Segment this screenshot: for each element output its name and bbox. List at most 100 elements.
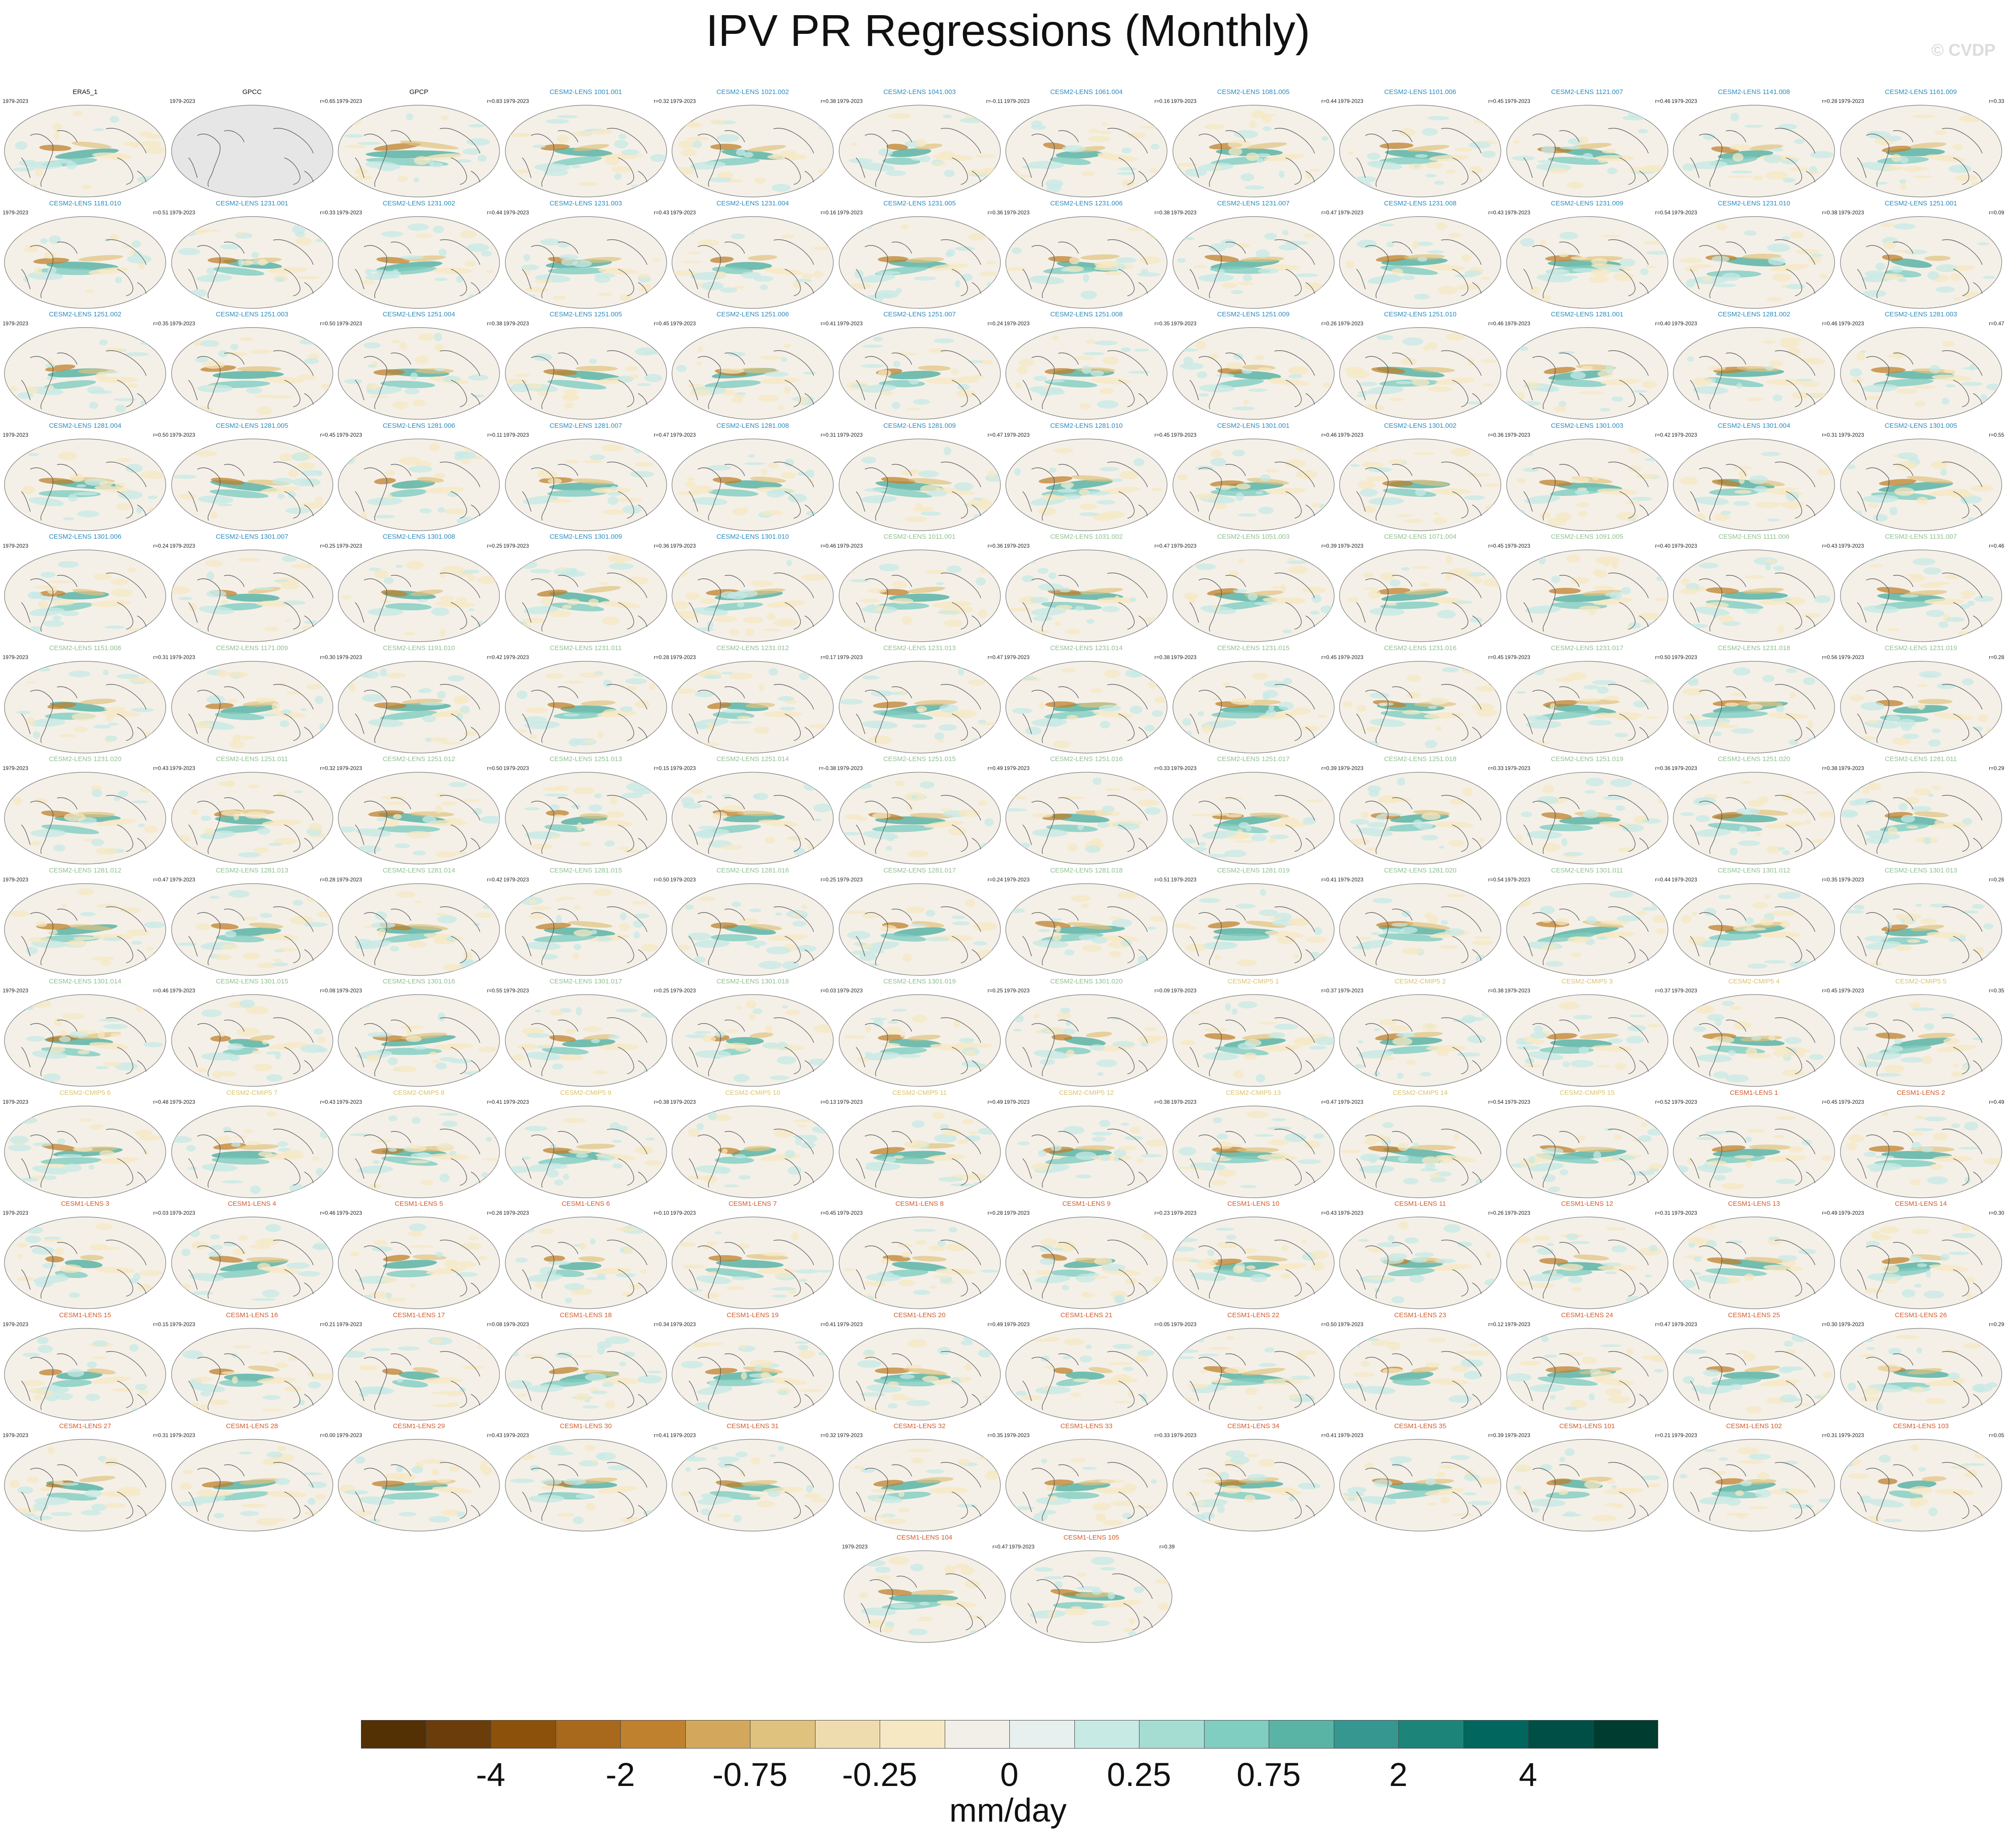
map-panel: CESM2-LENS 1231.003 1979-2023 r=0.43 xyxy=(503,200,669,311)
coastline xyxy=(1608,684,1649,709)
coastline xyxy=(1725,241,1746,254)
precip-anomaly-patch xyxy=(1236,959,1257,966)
precip-anomaly-patch xyxy=(1722,1000,1735,1007)
precip-anomaly-patch xyxy=(265,1224,281,1232)
precip-anomaly-patch xyxy=(1718,894,1731,899)
precip-anomaly-patch xyxy=(758,683,765,692)
precip-anomaly-patch xyxy=(1369,1155,1377,1163)
coastline xyxy=(224,1130,245,1143)
precip-anomaly-patch xyxy=(434,277,448,281)
precip-anomaly-patch xyxy=(1096,1059,1118,1067)
precip-anomaly-patch xyxy=(1369,718,1405,727)
precip-anomaly-patch xyxy=(76,888,94,895)
panel-correlation: r=0.03 xyxy=(153,1210,168,1216)
precip-anomaly-patch xyxy=(1559,146,1582,150)
precip-anomaly-patch xyxy=(606,492,622,496)
coastline xyxy=(188,936,198,956)
panel-map xyxy=(504,883,667,976)
panel-correlation: r=0.15 xyxy=(654,765,669,771)
coastline xyxy=(57,352,78,365)
coastline xyxy=(971,615,981,627)
coastline xyxy=(865,245,888,298)
precip-anomaly-patch xyxy=(432,267,473,274)
precip-anomaly-patch xyxy=(1469,166,1483,174)
coastline xyxy=(1690,1047,1700,1068)
precip-anomaly-patch xyxy=(1064,949,1075,955)
precip-anomaly-patch xyxy=(720,844,743,850)
precip-anomaly-patch xyxy=(566,598,580,605)
precip-anomaly-patch xyxy=(590,1238,595,1245)
precip-anomaly-patch xyxy=(1208,243,1226,252)
coastline xyxy=(1953,713,1969,741)
precip-anomaly-patch xyxy=(1991,117,1999,121)
precip-anomaly-patch xyxy=(1225,814,1242,818)
precip-anomaly-patch xyxy=(1425,740,1438,748)
precip-anomaly-patch xyxy=(1551,575,1560,584)
precip-anomaly-patch xyxy=(238,1234,248,1241)
coastline xyxy=(531,356,554,410)
precip-anomaly-patch xyxy=(1180,677,1195,680)
coastline xyxy=(21,936,31,956)
precip-anomaly-patch xyxy=(338,826,356,833)
precip-anomaly-patch xyxy=(435,1251,443,1258)
precip-anomaly-patch xyxy=(210,477,245,485)
precip-anomaly-patch xyxy=(475,912,492,918)
precip-anomaly-patch xyxy=(1862,384,1898,393)
precip-anomaly-patch xyxy=(1536,274,1572,283)
coastline xyxy=(971,949,981,961)
precip-anomaly-patch xyxy=(800,1142,816,1148)
precip-anomaly-patch xyxy=(204,827,214,835)
panel-correlation: r=0.47 xyxy=(654,431,669,438)
precip-anomaly-patch xyxy=(1420,1168,1438,1171)
precip-anomaly-patch xyxy=(1573,155,1586,158)
precip-anomaly-patch xyxy=(194,357,208,363)
precip-anomaly-patch xyxy=(1546,1033,1578,1040)
precip-anomaly-patch xyxy=(588,804,602,812)
coastline xyxy=(304,838,314,850)
precip-anomaly-patch xyxy=(191,289,207,297)
precip-anomaly-patch xyxy=(1885,715,1901,722)
precip-anomaly-patch xyxy=(35,168,43,177)
coastline xyxy=(355,936,365,956)
coastline xyxy=(773,350,814,376)
precip-anomaly-patch xyxy=(1868,564,1883,568)
precip-anomaly-patch xyxy=(1346,370,1370,379)
coastline xyxy=(1189,824,1199,845)
precip-anomaly-patch xyxy=(1699,562,1719,569)
precip-anomaly-patch xyxy=(1768,257,1786,265)
precip-anomaly-patch xyxy=(1526,831,1562,839)
precip-anomaly-patch xyxy=(26,1227,43,1234)
precip-anomaly-patch xyxy=(1526,715,1549,722)
precip-anomaly-patch xyxy=(1280,597,1305,604)
precip-anomaly-patch xyxy=(1453,1133,1459,1141)
panel-correlation: r=0.55 xyxy=(487,987,502,994)
precip-anomaly-patch xyxy=(1033,615,1053,621)
precip-anomaly-patch xyxy=(1523,1064,1543,1068)
precip-anomaly-patch xyxy=(1862,495,1898,503)
panel-map xyxy=(171,994,333,1087)
panel-map xyxy=(838,327,1001,420)
precip-anomaly-patch xyxy=(434,851,456,858)
precip-anomaly-patch xyxy=(456,275,463,283)
panel-period: 1979-2023 xyxy=(670,876,696,883)
panel-title: CESM2-LENS 1231.017 xyxy=(1551,644,1623,652)
panel-grid: ERA5_1 1979-2023 GPCC 1979-2023 r=0.65 GPCP 19… xyxy=(3,88,2004,1643)
precip-anomaly-patch xyxy=(762,1252,787,1257)
coastline xyxy=(606,573,647,598)
panel-period: 1979-2023 xyxy=(1672,876,1697,883)
coastline xyxy=(522,936,532,956)
coastline xyxy=(1058,797,1079,810)
precip-anomaly-patch xyxy=(750,1032,774,1038)
precip-anomaly-patch xyxy=(143,825,158,833)
precip-anomaly-patch xyxy=(1641,907,1657,911)
panel-map xyxy=(338,438,500,531)
panel-map xyxy=(338,1216,500,1309)
precip-anomaly-patch xyxy=(1091,1131,1113,1136)
precip-anomaly-patch xyxy=(975,577,986,586)
precip-anomaly-patch xyxy=(1714,513,1730,521)
precip-anomaly-patch xyxy=(552,1063,564,1070)
panel-period: 1979-2023 xyxy=(503,876,529,883)
precip-anomaly-patch xyxy=(227,780,234,787)
precip-anomaly-patch xyxy=(49,1046,66,1053)
precip-anomaly-patch xyxy=(393,814,402,819)
